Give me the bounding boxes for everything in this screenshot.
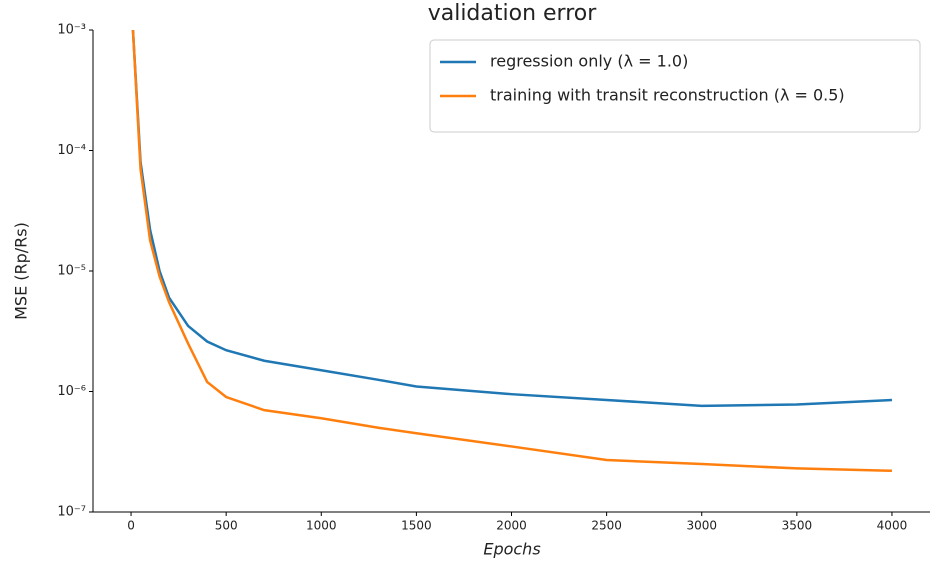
y-tick-label: 10⁻⁵ [57, 264, 86, 279]
y-axis-label: MSE (Rp/Rs) [12, 222, 31, 320]
legend-label: regression only (λ = 1.0) [490, 52, 688, 71]
x-tick-label: 4000 [877, 519, 908, 533]
x-tick-label: 1500 [401, 519, 432, 533]
line [131, 30, 893, 408]
line [131, 30, 892, 472]
y-tick-label: 10⁻⁶ [57, 384, 86, 399]
chart-title: validation error [428, 1, 598, 26]
x-tick-label: 2000 [496, 519, 527, 533]
plot-area [131, 30, 893, 472]
x-axis-label: Epochs [483, 540, 540, 559]
legend-label: training with transit reconstruction (λ … [490, 86, 845, 105]
y-tick-label: 10⁻⁷ [57, 505, 86, 520]
x-tick-label: 1000 [306, 519, 337, 533]
x-tick-label: 3000 [686, 519, 717, 533]
x-tick-label: 2500 [591, 519, 622, 533]
x-tick-label: 3500 [782, 519, 813, 533]
legend-box [429, 39, 921, 133]
x-tick-label: 0 [127, 519, 135, 533]
y-tick-label: 10⁻³ [57, 23, 86, 38]
y-tick-label: 10⁻⁴ [57, 143, 86, 158]
x-tick-label: 500 [215, 519, 238, 533]
